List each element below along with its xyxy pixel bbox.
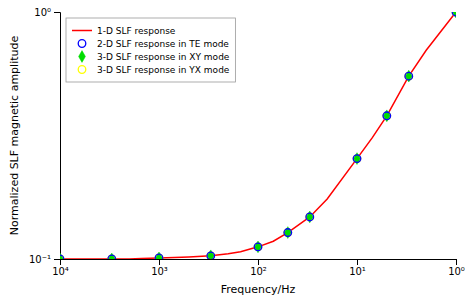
tick-mark <box>159 259 160 265</box>
legend-frame <box>66 18 235 82</box>
tick-mark <box>357 259 358 265</box>
y-axis-title: Normalized SLF magnetic amplitude <box>8 36 21 236</box>
point <box>155 254 163 259</box>
legend-item: 3-D SLF response in XY mode <box>79 51 230 63</box>
line <box>60 12 456 259</box>
tick-label: 10⁻¹ <box>29 254 51 265</box>
point <box>255 241 262 253</box>
scatter-series <box>60 12 456 259</box>
tick: 10⁰ <box>448 259 465 277</box>
point <box>254 243 262 251</box>
legend-item: 1-D SLF response <box>72 26 176 36</box>
legend-symbol <box>78 66 86 74</box>
tick-label: 10⁰ <box>448 266 465 277</box>
axis-line <box>61 260 457 266</box>
tick-label: 10⁴ <box>52 266 69 277</box>
legend-symbol <box>72 30 92 32</box>
point <box>60 253 63 259</box>
marks <box>60 12 456 259</box>
tick-label: 10² <box>250 266 267 277</box>
legend-label: 1-D SLF response <box>97 26 176 36</box>
tick-mark <box>54 259 60 260</box>
point <box>306 211 313 223</box>
point <box>383 110 390 122</box>
scatter-series <box>60 12 456 259</box>
point <box>284 229 292 237</box>
tick-mark <box>54 12 60 13</box>
tick-mark <box>456 259 457 265</box>
point <box>156 252 163 259</box>
legend-label: 2-D SLF response in TE mode <box>97 39 229 49</box>
legend-label: 3-D SLF response in YX mode <box>97 65 230 75</box>
legend-symbol <box>79 51 86 63</box>
legend-label: 3-D SLF response in XY mode <box>97 52 230 62</box>
tick: 10⁰ <box>34 7 60 18</box>
point <box>207 250 214 259</box>
point <box>108 255 116 259</box>
legend-item: 3-D SLF response in YX mode <box>78 65 230 75</box>
point <box>284 227 291 239</box>
point <box>60 255 64 259</box>
x-axis-title: Frequency/Hz <box>221 283 296 296</box>
tick-label: 10¹ <box>349 266 366 277</box>
tick: 10² <box>250 259 267 277</box>
point <box>405 72 413 80</box>
tick: 10⁴ <box>52 259 69 277</box>
axis-line <box>54 13 61 260</box>
legend-item: 2-D SLF response in TE mode <box>78 39 229 49</box>
point <box>353 155 361 163</box>
point <box>453 12 456 18</box>
tick: 10⁻¹ <box>29 254 60 265</box>
point <box>207 252 215 259</box>
point <box>306 213 314 221</box>
tick-label: 10⁰ <box>34 7 51 18</box>
scatter-series <box>60 12 456 259</box>
chart: 10⁴ 10³ 10² 10¹ 10⁰ 10⁻¹ 10⁰ Frequency/Hz Normal… <box>0 0 474 301</box>
tick-mark <box>258 259 259 265</box>
y-axis: 10⁻¹ 10⁰ <box>29 7 61 265</box>
plot-area: 10⁴ 10³ 10² 10¹ 10⁰ 10⁻¹ 10⁰ Frequency/Hz Normal… <box>8 6 465 296</box>
point <box>383 112 391 120</box>
point <box>405 70 412 82</box>
tick-label: 10³ <box>151 266 168 277</box>
x-axis: 10⁴ 10³ 10² 10¹ 10⁰ <box>52 259 465 277</box>
point <box>108 253 115 259</box>
point <box>452 12 456 16</box>
point <box>354 153 361 165</box>
legend-symbol <box>78 40 86 48</box>
legend: 1-D SLF response 2-D SLF response in TE m… <box>66 18 235 82</box>
tick: 10³ <box>151 259 168 277</box>
tick: 10¹ <box>349 259 366 277</box>
